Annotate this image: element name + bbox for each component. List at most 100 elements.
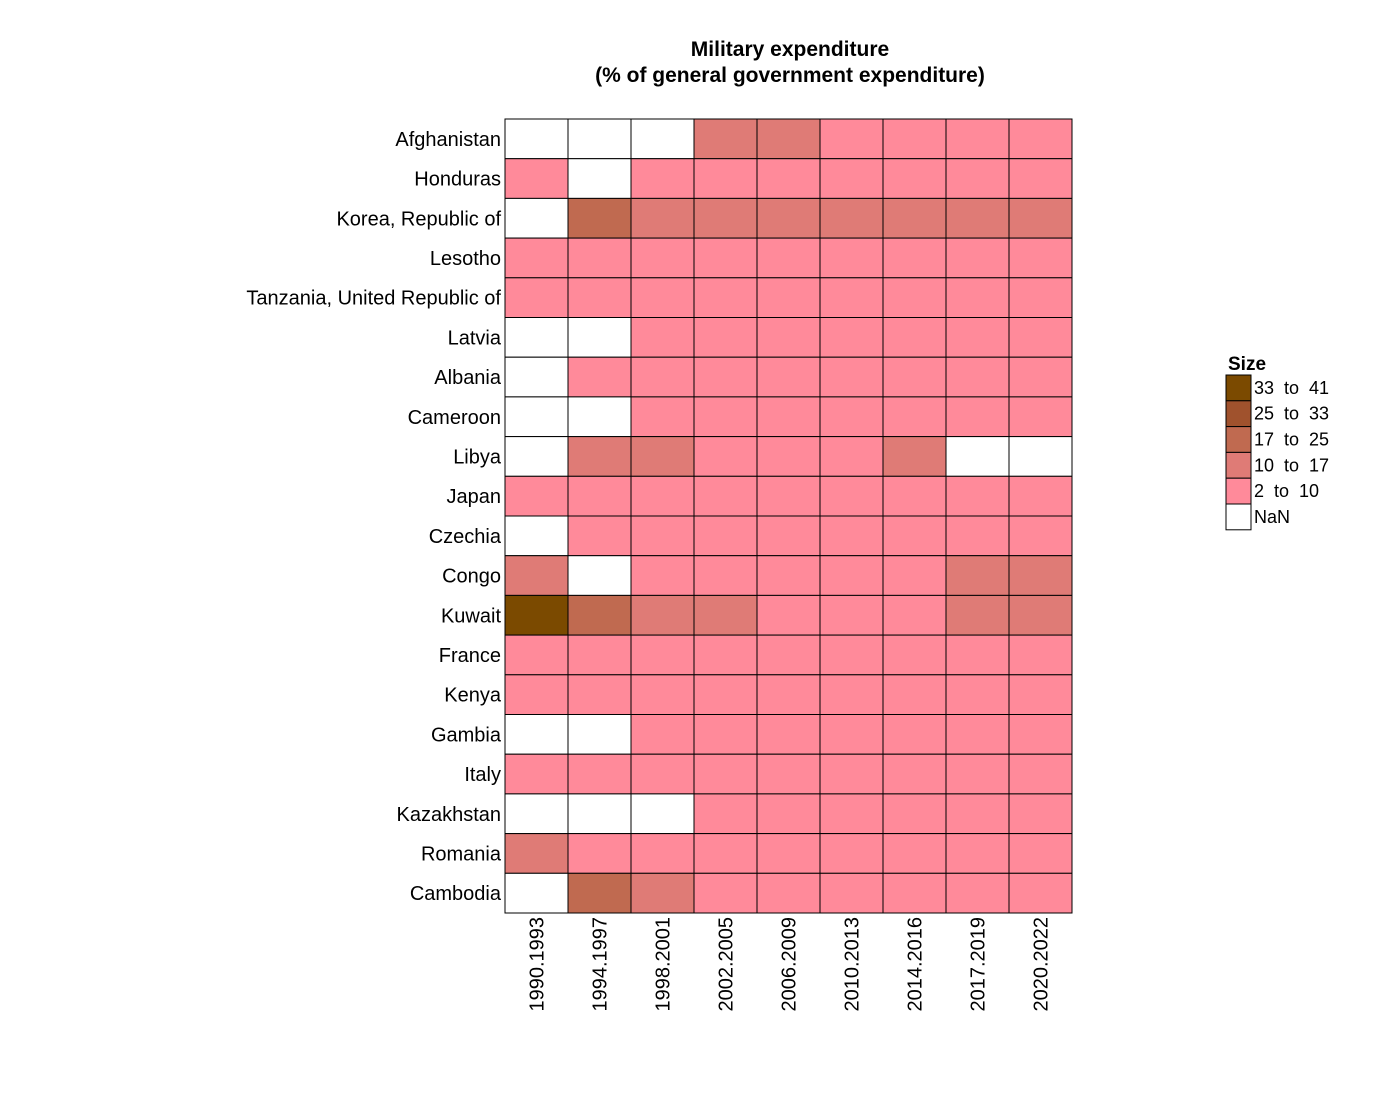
heatmap-cell <box>567 515 632 557</box>
heatmap-cell <box>630 436 695 477</box>
heatmap-cell <box>630 356 695 398</box>
legend-label: 17 to 25 <box>1254 430 1329 450</box>
heatmap-cell <box>693 436 758 477</box>
row-label: Kenya <box>444 685 502 707</box>
heatmap-cell <box>756 158 821 199</box>
heatmap-cell <box>945 436 1010 477</box>
heatmap-cell <box>693 594 758 636</box>
heatmap-cell <box>756 197 821 239</box>
heatmap-cell <box>693 237 758 279</box>
heatmap-cell <box>567 475 632 517</box>
heatmap-cell <box>567 237 632 279</box>
heatmap-cell <box>1008 197 1073 239</box>
heatmap-cell <box>504 197 569 239</box>
heatmap-cell <box>693 197 758 239</box>
heatmap-cell <box>945 118 1010 160</box>
heatmap-cell <box>630 317 695 358</box>
heatmap-cell <box>819 833 884 874</box>
row-label: France <box>439 645 501 667</box>
heatmap-cell <box>1008 158 1073 199</box>
heatmap-cell <box>567 753 632 795</box>
heatmap-cell <box>819 396 884 438</box>
heatmap-cell <box>567 197 632 239</box>
heatmap-cell <box>567 634 632 676</box>
legend-swatch <box>1225 451 1252 479</box>
heatmap-cell <box>819 356 884 398</box>
heatmap-cell <box>1008 793 1073 835</box>
heatmap-cell <box>630 277 695 318</box>
heatmap-cell <box>945 793 1010 835</box>
legend-label: 33 to 41 <box>1254 378 1329 398</box>
heatmap-cell <box>630 237 695 279</box>
heatmap-cell <box>1008 317 1073 358</box>
row-label: Honduras <box>414 169 501 191</box>
heatmap-cell <box>819 317 884 358</box>
heatmap-cell <box>630 793 695 835</box>
heatmap-cell <box>630 396 695 438</box>
row-label: Czechia <box>429 526 502 548</box>
heatmap-cell <box>567 118 632 160</box>
heatmap-cell <box>693 555 758 596</box>
heatmap-cell <box>756 436 821 477</box>
heatmap-cell <box>504 396 569 438</box>
heatmap-cell <box>630 158 695 199</box>
legend-swatch <box>1225 503 1252 531</box>
heatmap-cell <box>1008 475 1073 517</box>
heatmap-cell <box>504 158 569 199</box>
column-label: 2020.2022 <box>1031 917 1053 1012</box>
chart-subtitle: (% of general government expenditure) <box>595 64 985 87</box>
heatmap-cell <box>882 515 947 557</box>
column-label: 2010.2013 <box>842 917 864 1012</box>
heatmap-cell <box>756 833 821 874</box>
heatmap-cell <box>1008 555 1073 596</box>
heatmap-cell <box>945 833 1010 874</box>
heatmap-cell <box>504 475 569 517</box>
heatmap-cell <box>819 158 884 199</box>
heatmap-cell <box>567 872 632 914</box>
heatmap-cell <box>504 872 569 914</box>
column-label: 2017.2019 <box>968 917 990 1012</box>
heatmap-cell <box>819 197 884 239</box>
heatmap-cell <box>756 396 821 438</box>
heatmap-cell <box>882 714 947 755</box>
heatmap-cell <box>882 237 947 279</box>
heatmap-cell <box>1008 872 1073 914</box>
heatmap-cell <box>756 594 821 636</box>
heatmap-cell <box>504 674 569 715</box>
heatmap-cell <box>945 237 1010 279</box>
heatmap-cell <box>567 793 632 835</box>
heatmap-cell <box>945 356 1010 398</box>
heatmap-cell <box>945 317 1010 358</box>
heatmap-cell <box>1008 515 1073 557</box>
heatmap-cell <box>945 872 1010 914</box>
heatmap-cell <box>882 277 947 318</box>
heatmap-cell <box>882 793 947 835</box>
heatmap-cell <box>819 436 884 477</box>
heatmap-cell <box>882 872 947 914</box>
column-label: 2006.2009 <box>779 917 801 1012</box>
heatmap-cell <box>819 475 884 517</box>
heatmap-cell <box>630 594 695 636</box>
heatmap-cell <box>945 515 1010 557</box>
heatmap-cell <box>882 197 947 239</box>
heatmap-cell <box>693 356 758 398</box>
heatmap-cell <box>504 753 569 795</box>
heatmap-cell <box>1008 237 1073 279</box>
row-label: Lesotho <box>430 248 501 270</box>
heatmap-cell <box>756 118 821 160</box>
heatmap-cell <box>882 317 947 358</box>
legend-swatch <box>1225 374 1252 402</box>
heatmap-cell <box>756 753 821 795</box>
heatmap-cell <box>693 317 758 358</box>
heatmap-cell <box>756 634 821 676</box>
heatmap-cell <box>567 356 632 398</box>
heatmap-cell <box>504 555 569 596</box>
heatmap-cell <box>504 515 569 557</box>
legend-label: 2 to 10 <box>1254 481 1319 501</box>
heatmap-cell <box>504 793 569 835</box>
column-label: 1990.1993 <box>527 917 549 1012</box>
row-label: Japan <box>447 486 502 508</box>
heatmap-cell <box>630 515 695 557</box>
row-label: Gambia <box>431 724 502 746</box>
